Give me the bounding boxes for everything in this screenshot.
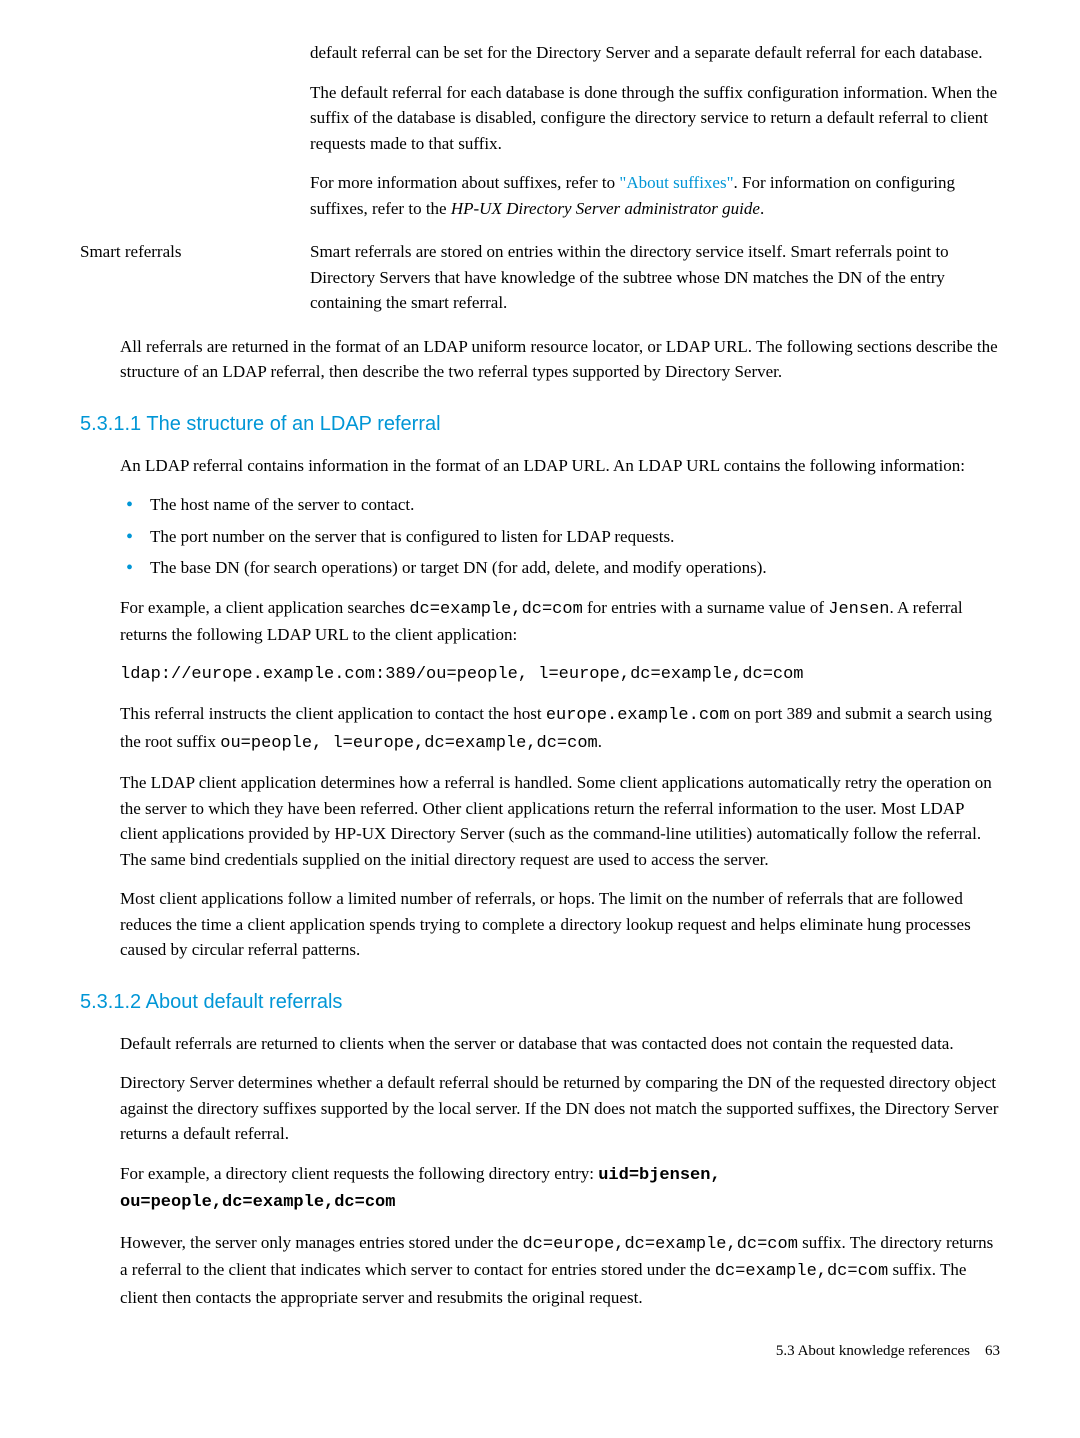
section1-para1: An LDAP referral contains information in… <box>120 453 1000 479</box>
intro-para2: The default referral for each database i… <box>310 80 1000 157</box>
page-footer: 5.3 About knowledge references 63 <box>80 1340 1000 1363</box>
section1-bullet-list: The host name of the server to contact. … <box>120 492 1000 581</box>
section1-para3-end: . <box>598 732 602 751</box>
section1-para2-mid: for entries with a surname value of <box>583 598 828 617</box>
list-item: The port number on the server that is co… <box>120 524 1000 550</box>
section2-para1: Default referrals are returned to client… <box>120 1031 1000 1057</box>
section2-para4: However, the server only manages entries… <box>120 1230 1000 1311</box>
intro-para3-pre: For more information about suffixes, ref… <box>310 173 619 192</box>
intro-right-col: default referral can be set for the Dire… <box>310 40 1000 235</box>
intro-left-spacer <box>80 40 310 235</box>
section1-para2-code1: dc=example,dc=com <box>409 600 582 619</box>
section2-para4-pre: However, the server only manages entries… <box>120 1233 522 1252</box>
intro-final-para: All referrals are returned in the format… <box>120 334 1000 385</box>
section2-para4-code2: dc=example,dc=com <box>715 1262 888 1281</box>
about-suffixes-link[interactable]: "About suffixes" <box>619 173 733 192</box>
section1-para2: For example, a client application search… <box>120 595 1000 648</box>
intro-para1: default referral can be set for the Dire… <box>310 40 1000 66</box>
section1-para3: This referral instructs the client appli… <box>120 701 1000 756</box>
section1-para2-code2: Jensen <box>828 600 889 619</box>
intro-block-1: default referral can be set for the Dire… <box>80 40 1000 235</box>
smart-referrals-para: Smart referrals are stored on entries wi… <box>310 239 1000 316</box>
section-5311-heading: 5.3.1.1 The structure of an LDAP referra… <box>80 409 1000 439</box>
smart-referrals-row: Smart referrals Smart referrals are stor… <box>80 239 1000 330</box>
footer-text: 5.3 About knowledge references <box>776 1343 970 1359</box>
footer-page-number: 63 <box>985 1343 1000 1359</box>
smart-referrals-text: Smart referrals are stored on entries wi… <box>310 239 1000 330</box>
list-item: The base DN (for search operations) or t… <box>120 555 1000 581</box>
intro-para3: For more information about suffixes, ref… <box>310 170 1000 221</box>
section2-para3-pre: For example, a directory client requests… <box>120 1164 598 1183</box>
list-item: The host name of the server to contact. <box>120 492 1000 518</box>
section-5312-heading: 5.3.1.2 About default referrals <box>80 987 1000 1017</box>
section1-code-line: ldap://europe.example.com:389/ou=people,… <box>120 662 1000 688</box>
smart-referrals-label: Smart referrals <box>80 239 310 330</box>
section2-para4-code1: dc=europe,dc=example,dc=com <box>522 1235 797 1254</box>
section2-para2: Directory Server determines whether a de… <box>120 1070 1000 1147</box>
section1-para4: The LDAP client application determines h… <box>120 770 1000 872</box>
section1-para3-code2: ou=people, l=europe,dc=example,dc=com <box>220 734 597 753</box>
intro-para3-end: . <box>760 199 764 218</box>
section2-para3: For example, a directory client requests… <box>120 1161 1000 1216</box>
section1-para3-pre: This referral instructs the client appli… <box>120 704 546 723</box>
intro-para3-italic: HP-UX Directory Server administrator gui… <box>451 199 760 218</box>
section1-para2-pre: For example, a client application search… <box>120 598 409 617</box>
section1-para3-code1: europe.example.com <box>546 706 730 725</box>
section1-para5: Most client applications follow a limite… <box>120 886 1000 963</box>
